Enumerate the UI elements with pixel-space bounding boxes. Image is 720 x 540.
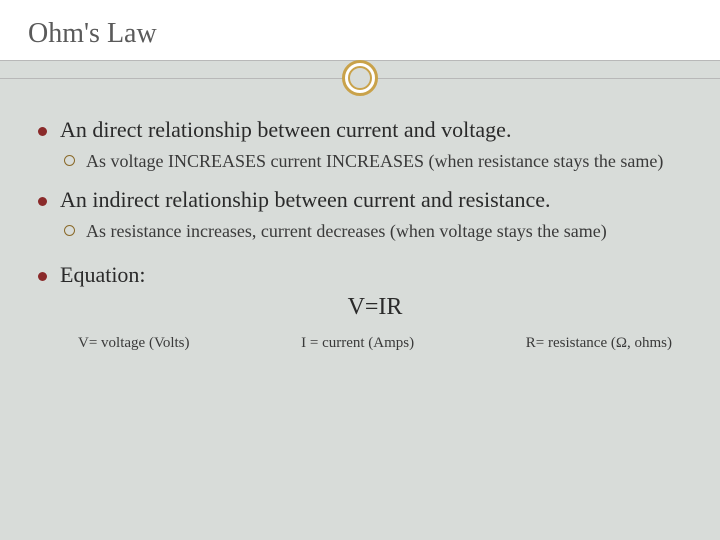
bullet-text: An direct relationship between current a… [60, 117, 511, 142]
slide-content: An direct relationship between current a… [0, 61, 720, 352]
bullet-item-equation: Equation: V=IR V= voltage (Volts) I = cu… [38, 262, 690, 352]
bullet-item: An indirect relationship between current… [38, 187, 690, 243]
equation-definitions: V= voltage (Volts) I = current (Amps) R=… [60, 335, 690, 352]
sub-bullet-item: As resistance increases, current decreas… [64, 219, 690, 243]
def-resistance: R= resistance (Ω, ohms) [526, 335, 672, 352]
def-current: I = current (Amps) [301, 335, 414, 352]
bullet-text: An indirect relationship between current… [60, 187, 551, 212]
sub-bullet-list: As voltage INCREASES current INCREASES (… [64, 149, 690, 173]
bullet-item: An direct relationship between current a… [38, 117, 690, 173]
def-voltage: V= voltage (Volts) [78, 335, 190, 352]
sub-bullet-list: As resistance increases, current decreas… [64, 219, 690, 243]
slide-header: Ohm's Law [0, 0, 720, 61]
slide-title: Ohm's Law [28, 18, 692, 50]
sub-bullet-item: As voltage INCREASES current INCREASES (… [64, 149, 690, 173]
slide: Ohm's Law An direct relationship between… [0, 0, 720, 540]
equation-formula: V=IR [60, 294, 690, 321]
sub-bullet-text: As voltage INCREASES current INCREASES (… [86, 151, 663, 171]
bullet-text: Equation: [60, 262, 146, 287]
bullet-list: An direct relationship between current a… [38, 117, 690, 352]
sub-bullet-text: As resistance increases, current decreas… [86, 221, 607, 241]
